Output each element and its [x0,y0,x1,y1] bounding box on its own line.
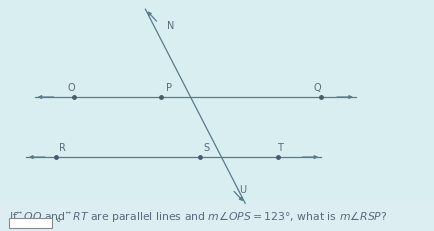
Text: T: T [277,143,283,153]
Text: Q: Q [313,83,321,93]
Text: °: ° [56,218,61,228]
Text: S: S [203,143,209,153]
Text: R: R [59,143,66,153]
Text: N: N [167,21,174,31]
FancyBboxPatch shape [9,218,52,228]
Text: O: O [68,83,76,93]
Bar [0,201,434,231]
Text: P: P [166,83,172,93]
Text: U: U [239,185,246,195]
Text: If $\overleftrightarrow{OQ}$ and $\overleftrightarrow{RT}$ are parallel lines an: If $\overleftrightarrow{OQ}$ and $\overl… [9,209,387,224]
